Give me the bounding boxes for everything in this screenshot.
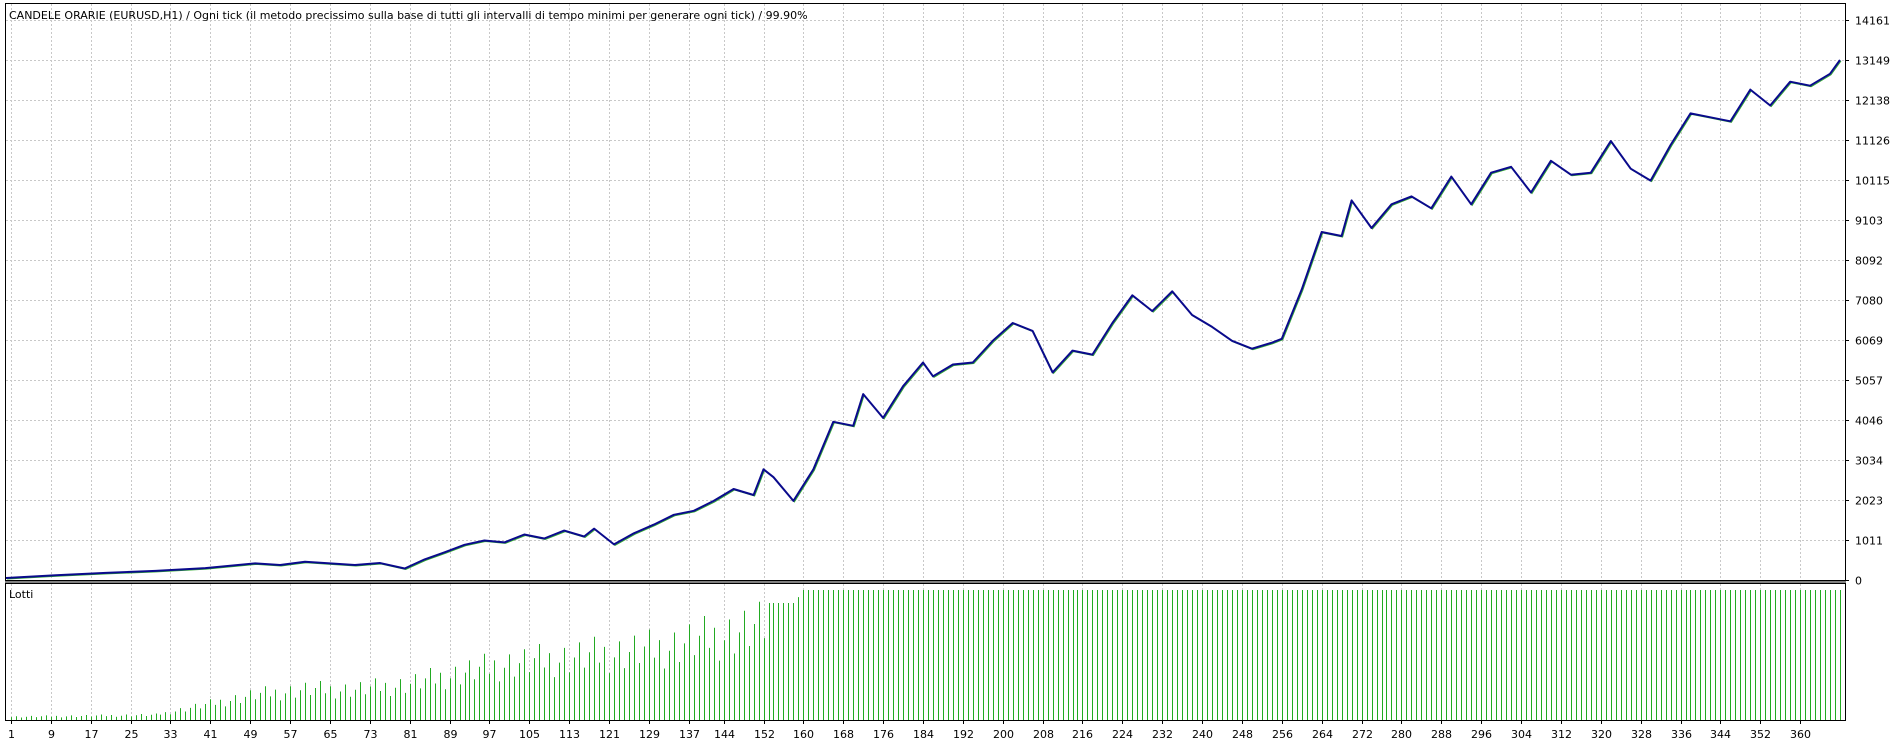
x-tick-label: 25 — [125, 728, 139, 741]
x-tick-label: 296 — [1471, 728, 1492, 741]
lots-pane-label: Lotti — [9, 588, 33, 601]
x-tick-label: 17 — [85, 728, 99, 741]
y-tick-label: 7080 — [1855, 295, 1883, 308]
x-tick-label: 97 — [483, 728, 497, 741]
y-tick-label: 9103 — [1855, 215, 1883, 228]
y-tick-label: 5057 — [1855, 375, 1883, 388]
y-tick-label: 14161 — [1855, 15, 1890, 28]
y-tick-label: 10115 — [1855, 175, 1890, 188]
x-tick-label: 113 — [559, 728, 580, 741]
x-tick-label: 81 — [404, 728, 418, 741]
x-tick-label: 33 — [164, 728, 178, 741]
x-tick-label: 121 — [599, 728, 620, 741]
y-tick-label: 11126 — [1855, 135, 1890, 148]
x-tick-label: 129 — [639, 728, 660, 741]
x-tick-label: 168 — [833, 728, 854, 741]
x-tick-label: 184 — [913, 728, 934, 741]
y-tick-label: 2023 — [1855, 495, 1883, 508]
x-tick-label: 57 — [284, 728, 298, 741]
x-tick-label: 264 — [1312, 728, 1333, 741]
bottom-pane-frame — [5, 583, 1846, 721]
x-tick-label: 49 — [244, 728, 258, 741]
x-tick-label: 9 — [48, 728, 55, 741]
x-tick-label: 192 — [953, 728, 974, 741]
balance-line — [5, 59, 1841, 579]
x-tick-label: 320 — [1591, 728, 1612, 741]
x-tick-label: 328 — [1631, 728, 1652, 741]
y-axis-labels: 0 1011 2023 3034 4046 5057 6069 7080 8092 9103 101… — [1845, 15, 1890, 588]
x-tick-label: 304 — [1511, 728, 1532, 741]
balance-line-layer — [5, 59, 1842, 580]
x-tick-label: 288 — [1431, 728, 1452, 741]
x-tick-label: 1 — [8, 728, 15, 741]
x-tick-label: 360 — [1790, 728, 1811, 741]
x-tick-label: 208 — [1033, 728, 1054, 741]
x-tick-label: 248 — [1232, 728, 1253, 741]
x-tick-label: 176 — [873, 728, 894, 741]
x-tick-label: 160 — [793, 728, 814, 741]
x-tick-label: 240 — [1192, 728, 1213, 741]
x-tick-label: 65 — [324, 728, 338, 741]
y-tick-label: 13149 — [1855, 55, 1890, 68]
x-tick-label: 256 — [1272, 728, 1293, 741]
x-tick-label: 41 — [204, 728, 218, 741]
y-tick-label: 4046 — [1855, 415, 1883, 428]
x-tick-label: 272 — [1352, 728, 1373, 741]
lots-bars — [11, 590, 1841, 720]
x-tick-label: 336 — [1671, 728, 1692, 741]
y-tick-label: 6069 — [1855, 335, 1883, 348]
x-tick-label: 344 — [1710, 728, 1731, 741]
y-tick-label: 3034 — [1855, 455, 1883, 468]
chart-title: CANDELE ORARIE (EURUSD,H1) / Ogni tick (… — [9, 9, 808, 22]
y-tick-label: 0 — [1855, 575, 1862, 588]
x-tick-label: 216 — [1072, 728, 1093, 741]
x-tick-label: 224 — [1112, 728, 1133, 741]
x-tick-label: 232 — [1152, 728, 1173, 741]
x-tick-label: 137 — [679, 728, 700, 741]
x-tick-label: 73 — [364, 728, 378, 741]
x-tick-label: 105 — [519, 728, 540, 741]
x-tick-label: 152 — [754, 728, 775, 741]
x-tick-label: 89 — [444, 728, 458, 741]
top-grid — [6, 4, 1845, 580]
top-pane-frame — [5, 3, 1846, 581]
y-tick-label: 12138 — [1855, 95, 1890, 108]
x-tick-label: 200 — [993, 728, 1014, 741]
x-tick-label: 352 — [1750, 728, 1771, 741]
y-tick-label: 1011 — [1855, 535, 1883, 548]
x-tick-label: 312 — [1551, 728, 1572, 741]
x-tick-label: 144 — [714, 728, 735, 741]
y-tick-label: 8092 — [1855, 255, 1883, 268]
x-axis-labels: 1 9 17 25 33 41 49 57 65 73 81 89 97 105 113 121 129 137 1… — [8, 720, 1811, 741]
x-tick-label: 280 — [1391, 728, 1412, 741]
